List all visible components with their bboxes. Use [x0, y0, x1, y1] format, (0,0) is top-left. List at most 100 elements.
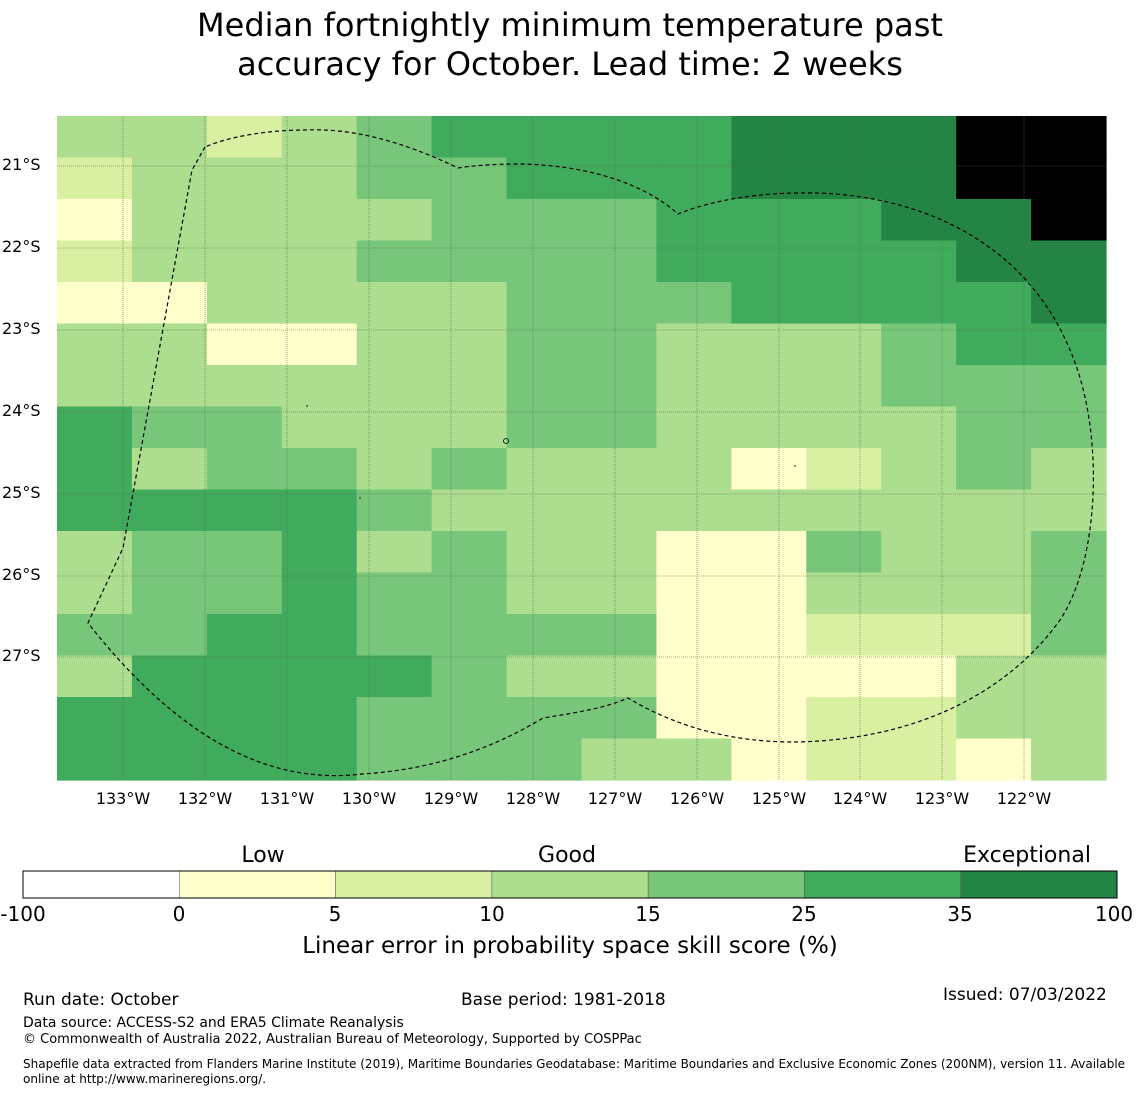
map-cell: [956, 697, 1032, 740]
issued-date: Issued: 07/03/2022: [943, 985, 1107, 1005]
map-cell: [806, 489, 882, 532]
tick-label-0: 0: [172, 902, 186, 926]
lon-label-126w: 126°W: [669, 789, 725, 808]
lon-label-125w: 125°W: [751, 789, 807, 808]
map-cell: [581, 199, 658, 242]
map-cell: [356, 406, 433, 449]
lon-label-127w: 127°W: [587, 789, 643, 808]
colorbar-segment: [960, 870, 1118, 899]
map-cell: [281, 489, 358, 532]
map-cell: [281, 199, 358, 242]
map-cell: [956, 323, 1032, 366]
tick-label-15: 15: [635, 902, 661, 926]
map-cell: [206, 282, 283, 325]
map-cell: [57, 697, 133, 740]
map-cell: [731, 572, 807, 615]
island-marker: [359, 497, 361, 499]
map-cell: [581, 572, 658, 615]
map-cell: [281, 531, 358, 574]
map-cell: [131, 572, 208, 615]
map-cell: [581, 489, 658, 532]
map-cell: [356, 448, 433, 491]
map-cell: [206, 738, 283, 781]
map-cell: [206, 448, 283, 491]
map-cell: [506, 655, 583, 698]
map-cell: [281, 448, 358, 491]
map-cell: [656, 738, 732, 781]
map-cell: [431, 323, 508, 366]
lon-label-123w: 123°W: [914, 789, 970, 808]
map-cell: [581, 323, 658, 366]
map-cell: [1031, 531, 1107, 574]
map-cell: [806, 697, 882, 740]
map-cell: [581, 448, 658, 491]
colorbar-title: Linear error in probability space skill …: [302, 933, 838, 959]
map-cell: [1031, 572, 1107, 615]
map-cell: [57, 365, 133, 408]
map-cell: [431, 489, 508, 532]
map-cell: [131, 738, 208, 781]
colorbar-frame: [22, 870, 1118, 899]
map-cell: [1031, 282, 1107, 325]
map-cell: [206, 489, 283, 532]
map-cell: [506, 406, 583, 449]
colorbar-segment: [804, 870, 961, 899]
map-cell: [956, 655, 1032, 698]
map-cell: [656, 116, 732, 159]
map-cell: [806, 738, 882, 781]
map-cell: [656, 323, 732, 366]
map-cell: [506, 240, 583, 283]
map-cell: [206, 199, 283, 242]
chart-title-line-2: accuracy for October. Lead time: 2 weeks: [237, 45, 903, 83]
map-cell: [656, 448, 732, 491]
map-cell: [731, 282, 807, 325]
map-cell: [431, 572, 508, 615]
map-cell: [1031, 240, 1107, 283]
map-cell: [806, 614, 882, 657]
map-cell: [731, 406, 807, 449]
map-cell: [431, 655, 508, 698]
map-cell: [956, 406, 1032, 449]
colorbar-segments: [22, 870, 1118, 899]
tick-label-100: 100: [1094, 902, 1134, 926]
map-cell: [206, 614, 283, 657]
copyright: © Commonwealth of Australia 2022, Austra…: [23, 1032, 642, 1047]
map-cell: [131, 489, 208, 532]
base-period: Base period: 1981-2018: [461, 990, 666, 1010]
map-cell: [656, 572, 732, 615]
graticule: [57, 116, 1106, 780]
map-cell: [956, 448, 1032, 491]
map-cell: [656, 697, 732, 740]
lat-label-26s: 26°S: [2, 565, 41, 584]
map-cell: [731, 738, 807, 781]
map-cell: [206, 406, 283, 449]
map-cell: [881, 489, 957, 532]
map-cell: [656, 614, 732, 657]
map-cell: [431, 282, 508, 325]
map-cell: [57, 282, 133, 325]
map-cell: [1031, 448, 1107, 491]
map-cell: [131, 116, 208, 159]
map-cell: [506, 282, 583, 325]
map-cell: [881, 531, 957, 574]
map-cell: [731, 240, 807, 283]
map-cell: [57, 531, 133, 574]
map-cell: [131, 614, 208, 657]
map-cell: [1031, 655, 1107, 698]
map-cell: [431, 116, 508, 159]
map-cell: [806, 116, 882, 159]
map-cell: [1031, 157, 1107, 200]
map-cell: [57, 116, 133, 159]
map-cell: [731, 489, 807, 532]
map-cell: [806, 323, 882, 366]
map-cell: [131, 323, 208, 366]
map-cell: [731, 116, 807, 159]
map-cell: [131, 199, 208, 242]
map-cell: [506, 365, 583, 408]
map-cell: [57, 655, 133, 698]
map-cell: [656, 406, 732, 449]
map-cell: [881, 157, 957, 200]
lon-label-132w: 132°W: [177, 789, 233, 808]
lat-label-27s: 27°S: [2, 646, 41, 665]
map-cell: [881, 614, 957, 657]
